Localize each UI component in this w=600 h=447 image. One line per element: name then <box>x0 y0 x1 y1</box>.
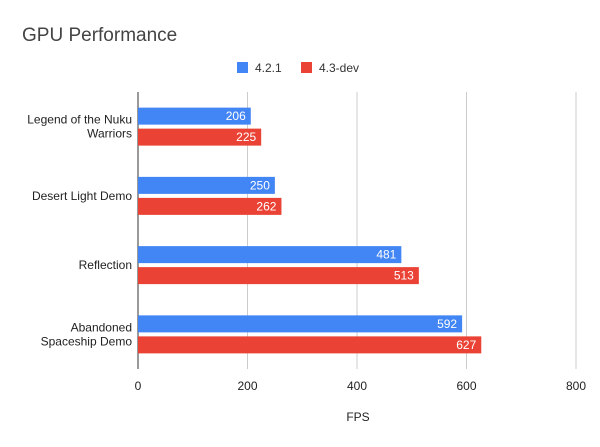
bar-value-label: 481 <box>376 248 396 262</box>
bar-value-label: 262 <box>256 199 276 213</box>
x-tick-label: 0 <box>135 379 142 393</box>
category-label: Abandoned Spaceship Demo <box>41 320 133 348</box>
legend-swatch <box>237 62 248 73</box>
x-tick-label: 800 <box>566 379 586 393</box>
bar <box>138 128 262 146</box>
category-label: Reflection <box>79 258 132 272</box>
bar <box>138 246 402 264</box>
bar <box>138 315 463 333</box>
bar <box>138 267 419 285</box>
x-tick-label: 400 <box>347 379 367 393</box>
chart-title: GPU Performance <box>22 25 177 46</box>
legend: 4.2.1 4.3-dev <box>237 61 359 75</box>
x-tick-label: 200 <box>237 379 257 393</box>
category-label: Desert Light Demo <box>32 189 132 203</box>
bar-value-label: 206 <box>226 109 246 123</box>
category-labels: Legend of the Nuku Warriors Desert Light D… <box>27 113 132 349</box>
bar-value-label: 250 <box>250 178 270 192</box>
legend-label: 4.3-dev <box>319 61 359 75</box>
x-tick-label: 600 <box>456 379 476 393</box>
bar <box>138 107 251 125</box>
bar-value-label: 627 <box>456 338 476 352</box>
bar-value-label: 225 <box>236 130 256 144</box>
bar <box>138 197 282 215</box>
bar-value-label: 592 <box>437 317 457 331</box>
bars: 206 225 250 262 481 513 592 627 <box>138 107 482 354</box>
bar <box>138 336 482 354</box>
bar <box>138 176 275 194</box>
x-axis-title: FPS <box>346 410 369 424</box>
x-tick-labels: 0 200 400 600 800 <box>135 379 587 393</box>
legend-swatch <box>301 62 312 73</box>
bar-value-label: 513 <box>394 269 414 283</box>
legend-label: 4.2.1 <box>255 61 282 75</box>
category-label: Legend of the Nuku Warriors <box>27 113 132 141</box>
